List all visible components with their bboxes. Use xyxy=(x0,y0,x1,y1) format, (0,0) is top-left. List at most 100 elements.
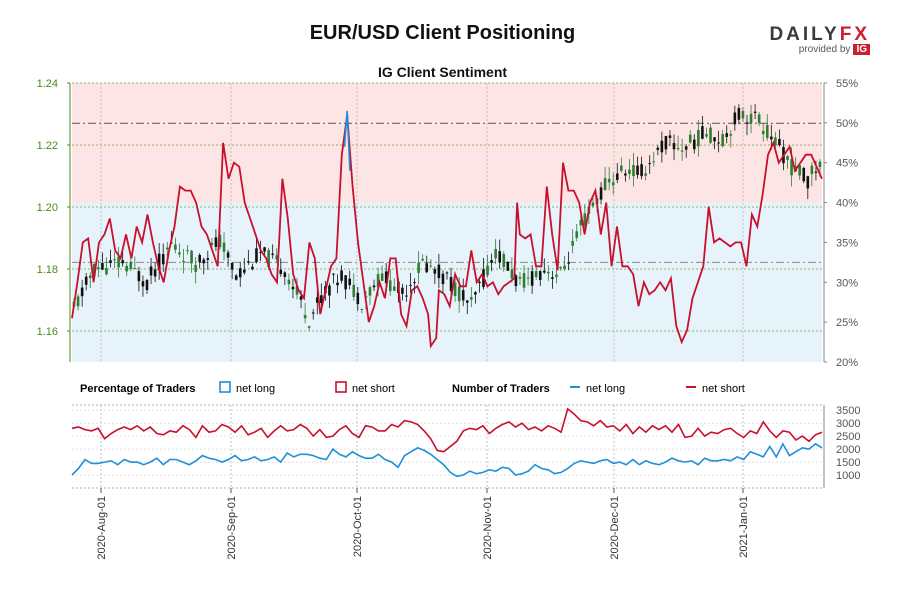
candle-body xyxy=(615,173,619,180)
candle-body xyxy=(226,252,230,258)
candle-body xyxy=(429,265,433,267)
candle-body xyxy=(125,265,129,272)
candle-body xyxy=(101,262,104,270)
candle-body xyxy=(190,250,193,264)
candle-body xyxy=(287,279,291,285)
candle-body xyxy=(295,285,299,295)
candle-body xyxy=(478,281,481,284)
candle-body xyxy=(234,275,238,280)
candle-body xyxy=(761,130,765,135)
candle-body xyxy=(607,178,611,183)
legend-num-short: net short xyxy=(702,383,745,395)
candle-body xyxy=(571,240,574,246)
sentiment-background xyxy=(72,83,822,362)
candle-body xyxy=(749,113,753,124)
net-short-line xyxy=(71,114,823,349)
candle-body xyxy=(437,264,441,279)
candle-body xyxy=(178,252,181,255)
candle-body xyxy=(453,282,457,297)
left-tick-label: 1.16 xyxy=(37,326,58,338)
candle-body xyxy=(206,258,210,260)
candle-body xyxy=(299,296,303,300)
candle-body xyxy=(121,260,124,264)
candle-body xyxy=(721,134,724,147)
candle-body xyxy=(425,263,429,273)
candle-body xyxy=(672,142,676,150)
candle-body xyxy=(247,261,250,263)
candle-body xyxy=(506,261,510,271)
candle-body xyxy=(624,173,627,176)
candle-body xyxy=(380,273,384,281)
candle-body xyxy=(332,273,335,275)
candle-body xyxy=(692,139,696,150)
candle-body xyxy=(555,274,558,278)
candle-body xyxy=(376,274,380,288)
candle-body xyxy=(547,271,550,274)
candle-body xyxy=(603,178,607,191)
legend-pct-short-swatch xyxy=(335,381,347,393)
candle-body xyxy=(563,265,566,270)
candle-body xyxy=(591,202,595,207)
chart-subtitle: IG Client Sentiment xyxy=(377,64,508,80)
candle-body xyxy=(141,281,145,287)
candle-body xyxy=(709,127,712,143)
candle-body xyxy=(230,262,234,270)
brand-wordmark: DAILYFX xyxy=(769,24,870,45)
candle-body xyxy=(534,271,538,278)
candle-body xyxy=(92,263,96,277)
candle-body xyxy=(186,250,189,252)
candle-body xyxy=(688,134,692,143)
candle-body xyxy=(165,247,169,250)
right-tick-label: 35% xyxy=(836,237,858,249)
x-tick-label: 2020-Dec-01 xyxy=(609,496,621,560)
candle-body xyxy=(238,268,242,278)
candle-body xyxy=(640,164,643,177)
candle-body xyxy=(599,187,603,200)
candle-body xyxy=(494,248,497,259)
candle-body xyxy=(583,213,587,226)
candle-body xyxy=(530,271,534,286)
candle-body xyxy=(660,140,664,153)
candle-body xyxy=(802,167,806,182)
legend-pct-short: net short xyxy=(352,383,395,395)
x-tick-label: 2021-Jan-01 xyxy=(738,496,750,558)
candle-body xyxy=(259,251,262,253)
candle-body xyxy=(798,165,802,176)
candle-body xyxy=(76,296,80,307)
candle-body xyxy=(701,126,704,139)
candle-body xyxy=(490,260,493,263)
candle-body xyxy=(514,275,518,287)
candle-body xyxy=(320,295,323,304)
candle-body xyxy=(113,259,116,261)
left-tick-label: 1.24 xyxy=(37,78,58,90)
candle-body xyxy=(810,165,814,175)
candle-body xyxy=(129,261,133,269)
legend-pct-long-swatch xyxy=(219,381,231,393)
candle-body xyxy=(275,255,279,260)
lower-tick-label: 2500 xyxy=(836,431,860,443)
axes: 1.16 1.18 1.20 1.22 1.24 20% 25% 30% 35% 40% 45% 50… xyxy=(37,78,859,369)
candle-body xyxy=(157,253,161,271)
right-tick-label: 25% xyxy=(836,317,858,329)
candle-body xyxy=(474,292,477,295)
candle-body xyxy=(401,287,404,294)
right-tick-label: 40% xyxy=(836,198,858,210)
right-tick-label: 30% xyxy=(836,277,858,289)
candle-body xyxy=(388,280,392,292)
candle-body xyxy=(242,269,246,273)
candle-body xyxy=(765,125,769,138)
candle-body xyxy=(368,287,372,296)
candle-body xyxy=(705,134,708,137)
candle-body xyxy=(198,254,202,263)
candle-body xyxy=(117,256,120,268)
candle-body xyxy=(336,282,339,286)
candle-body xyxy=(770,136,773,140)
count-net-short-line xyxy=(71,407,823,453)
right-tick-label: 50% xyxy=(836,118,858,130)
candle-body xyxy=(790,159,793,176)
legend-num-title: Number of Traders xyxy=(452,383,550,395)
candle-body xyxy=(542,270,546,273)
candle-body xyxy=(218,234,222,248)
candle-body xyxy=(741,110,745,119)
candle-body xyxy=(470,297,473,300)
